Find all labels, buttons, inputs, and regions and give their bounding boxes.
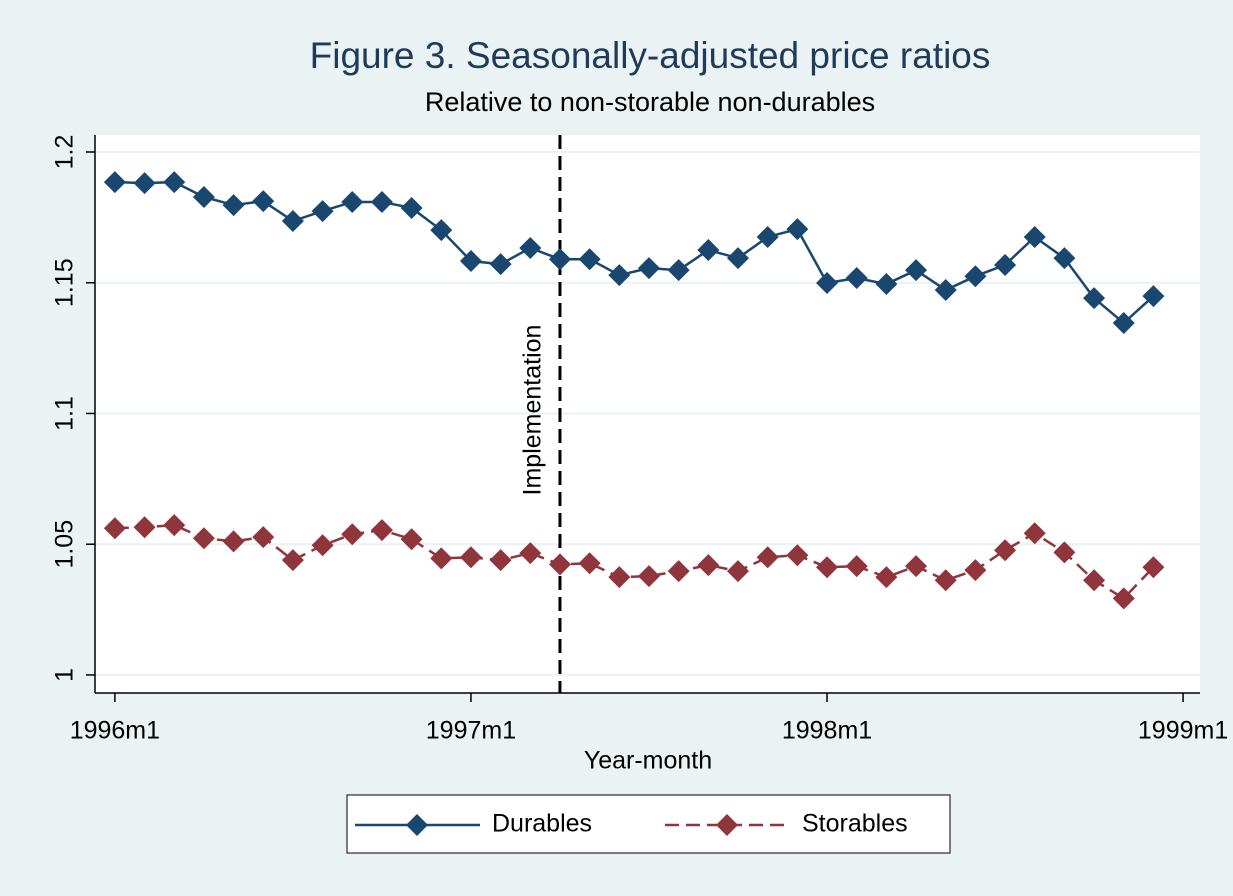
marker [311, 534, 334, 557]
marker [608, 566, 631, 589]
marker [548, 553, 571, 576]
marker [489, 253, 512, 276]
marker [608, 264, 631, 287]
marker [519, 236, 542, 259]
marker [994, 253, 1017, 276]
marker [1112, 312, 1135, 335]
marker [667, 259, 690, 282]
marker [845, 555, 868, 578]
y-tick-label: 1.1 [51, 396, 79, 431]
marker [845, 267, 868, 290]
marker [905, 555, 928, 578]
marker [133, 516, 156, 539]
marker [519, 542, 542, 565]
marker [341, 523, 364, 546]
marker [697, 239, 720, 262]
marker [1053, 247, 1076, 270]
marker [727, 560, 750, 583]
marker [875, 566, 898, 589]
marker [311, 200, 334, 223]
marker [252, 526, 275, 549]
marker [934, 279, 957, 302]
x-tick-label: 1997m1 [426, 717, 516, 745]
marker [370, 519, 393, 542]
x-tick-label: 1996m1 [70, 717, 160, 745]
marker [163, 514, 186, 537]
marker [994, 539, 1017, 562]
marker [103, 171, 126, 194]
marker [1023, 225, 1046, 248]
marker [459, 546, 482, 569]
x-tick-label: 1998m1 [782, 717, 872, 745]
marker [964, 265, 987, 288]
reference-label: Implementation [519, 325, 547, 496]
y-tick-label: 1 [51, 668, 79, 682]
marker [578, 552, 601, 575]
marker [133, 172, 156, 195]
legend-label: Storables [802, 810, 908, 838]
marker [786, 218, 809, 241]
marker [756, 546, 779, 569]
marker [430, 219, 453, 242]
marker [1083, 287, 1106, 310]
marker [1053, 541, 1076, 564]
marker [252, 190, 275, 213]
marker [1112, 587, 1135, 610]
marker [489, 549, 512, 572]
marker [222, 530, 245, 553]
marker [192, 527, 215, 550]
marker [875, 273, 898, 296]
y-tick-label: 1.2 [51, 135, 79, 170]
marker [1083, 569, 1106, 592]
marker [1142, 285, 1165, 308]
marker [163, 171, 186, 194]
marker [430, 547, 453, 570]
marker [222, 194, 245, 217]
y-tick-label: 1.15 [51, 258, 79, 307]
marker [816, 556, 839, 579]
marker [281, 549, 304, 572]
marker [578, 248, 601, 271]
marker [400, 196, 423, 219]
legend-label: Durables [492, 810, 592, 838]
marker [548, 248, 571, 271]
marker [1023, 522, 1046, 545]
marker [756, 225, 779, 248]
marker [964, 559, 987, 582]
marker [637, 257, 660, 280]
chart-subtitle: Relative to non-storable non-durables [425, 87, 875, 117]
marker [905, 259, 928, 282]
y-tick-label: 1.05 [51, 520, 79, 569]
chart-title: Figure 3. Seasonally-adjusted price rati… [310, 35, 991, 76]
marker [934, 569, 957, 592]
marker [400, 528, 423, 551]
marker [281, 210, 304, 233]
marker [192, 185, 215, 208]
marker [370, 190, 393, 213]
marker [103, 517, 126, 540]
marker [697, 554, 720, 577]
x-axis-label: Year-month [584, 747, 712, 775]
marker [459, 250, 482, 273]
marker [727, 247, 750, 270]
marker [1142, 556, 1165, 579]
legend-marker [406, 814, 428, 836]
marker [637, 565, 660, 588]
marker [341, 190, 364, 213]
legend-marker [716, 814, 738, 836]
marker [786, 544, 809, 567]
marker [667, 560, 690, 583]
marker [816, 271, 839, 294]
x-tick-label: 1999m1 [1138, 717, 1228, 745]
